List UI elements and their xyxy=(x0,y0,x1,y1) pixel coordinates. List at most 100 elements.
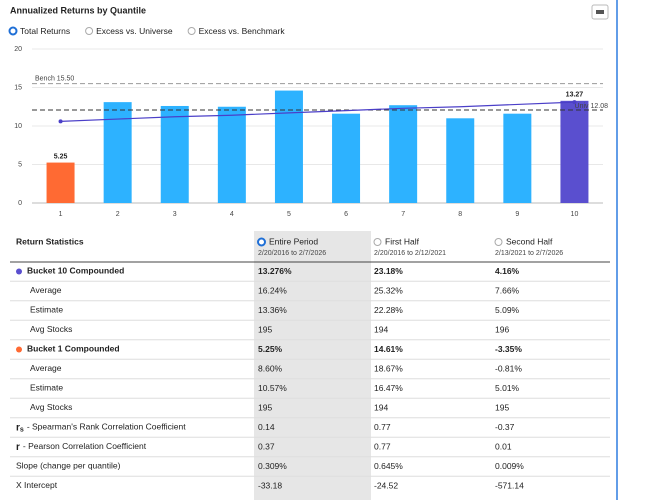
cell: -3.35% xyxy=(495,344,522,354)
column-label: First Half xyxy=(385,236,420,246)
bucket-dot xyxy=(16,346,22,353)
trend-line xyxy=(60,101,575,122)
symbol: r xyxy=(16,422,20,433)
label: - Pearson Correlation Coefficient xyxy=(23,441,147,451)
table-title: Return Statistics xyxy=(16,236,84,246)
column-label: Entire Period xyxy=(269,236,318,246)
cell: -0.37 xyxy=(495,422,515,432)
label: Avg Stocks xyxy=(30,324,72,334)
reference-label: Bench 15.50 xyxy=(35,75,74,82)
reference-label: Univ 12.08 xyxy=(575,103,609,110)
label: X Intercept xyxy=(16,480,58,490)
radio[interactable] xyxy=(373,238,382,246)
bar xyxy=(46,162,75,203)
cell: -33.18 xyxy=(258,480,282,490)
row-label: X Intercept xyxy=(16,480,58,490)
cell: 195 xyxy=(258,324,272,334)
bar xyxy=(503,113,532,203)
label: Average xyxy=(30,363,62,373)
selected-column-bg xyxy=(254,231,371,500)
x-tick-label: 7 xyxy=(401,211,405,218)
label: Average xyxy=(30,285,62,295)
bar xyxy=(103,102,132,203)
cell: -0.81% xyxy=(495,363,522,373)
cell: 5.25% xyxy=(258,344,283,354)
radio[interactable] xyxy=(257,237,266,247)
radio[interactable] xyxy=(187,27,196,35)
label: Estimate xyxy=(30,383,63,393)
cell: 23.18% xyxy=(374,266,403,276)
row-label: Estimate xyxy=(30,305,63,315)
bar xyxy=(274,90,303,203)
cell: 194 xyxy=(374,402,388,412)
column-label: Second Half xyxy=(506,236,553,246)
x-tick-label: 2 xyxy=(116,211,120,218)
cell: 8.60% xyxy=(258,363,283,373)
bar xyxy=(389,105,418,203)
cell: 0.14 xyxy=(258,422,275,432)
data-label: 13.27 xyxy=(566,92,584,99)
cell: 14.61% xyxy=(374,344,403,354)
cell: 0.01 xyxy=(495,441,512,451)
x-tick-label: 10 xyxy=(571,211,579,218)
cell: 7.66% xyxy=(495,285,520,295)
label: Slope (change per quantile) xyxy=(16,461,121,471)
row-label: Avg Stocks xyxy=(30,324,72,334)
label: Bucket 1 Compounded xyxy=(27,344,120,354)
cell: 25.32% xyxy=(374,285,403,295)
cell: 10.57% xyxy=(258,383,287,393)
x-tick-label: 9 xyxy=(515,211,519,218)
cell: 5.09% xyxy=(495,305,520,315)
cell: 195 xyxy=(495,402,509,412)
cell: 196 xyxy=(495,324,509,334)
cell: 194 xyxy=(374,324,388,334)
radio[interactable] xyxy=(494,238,503,246)
data-label: 5.25 xyxy=(54,153,68,160)
y-tick-label: 5 xyxy=(18,161,22,168)
radio-label: Total Returns xyxy=(20,26,70,36)
subscript: s xyxy=(20,426,24,433)
bar xyxy=(332,113,361,203)
row-label: Avg Stocks xyxy=(30,402,72,412)
cell: -571.14 xyxy=(495,480,524,490)
cell: 13.36% xyxy=(258,305,287,315)
cell: 0.77 xyxy=(374,422,391,432)
x-tick-label: 4 xyxy=(230,211,234,218)
x-tick-label: 3 xyxy=(173,211,177,218)
cell: 0.009% xyxy=(495,461,524,471)
chart-title: Annualized Returns by Quantile xyxy=(10,5,146,15)
bar xyxy=(560,100,589,203)
cell: 0.645% xyxy=(374,461,403,471)
menu-icon xyxy=(596,10,604,14)
radio-label: Excess vs. Universe xyxy=(96,26,173,36)
bucket-dot xyxy=(16,268,22,275)
y-tick-label: 0 xyxy=(18,200,22,207)
cell: 13.276% xyxy=(258,266,292,276)
y-tick-label: 20 xyxy=(14,46,22,53)
x-tick-label: 8 xyxy=(458,211,462,218)
row-label: Bucket 10 Compounded xyxy=(27,266,124,276)
radio[interactable] xyxy=(85,27,94,35)
cell: 0.37 xyxy=(258,441,275,451)
radio[interactable] xyxy=(8,26,18,36)
symbol: r xyxy=(16,442,20,453)
cell: 16.24% xyxy=(258,285,287,295)
cell: 22.28% xyxy=(374,305,403,315)
cell: 4.16% xyxy=(495,266,520,276)
radio-label: Excess vs. Benchmark xyxy=(199,26,286,36)
column-range: 2/20/2016 to 2/7/2026 xyxy=(258,250,326,257)
bar xyxy=(446,118,475,203)
cell: 16.47% xyxy=(374,383,403,393)
row-label: rs - Spearman's Rank Correlation Coeffici… xyxy=(16,422,186,434)
row-label: Average xyxy=(30,285,62,295)
y-tick-label: 15 xyxy=(14,84,22,91)
trend-point xyxy=(58,119,63,124)
cell: 5.01% xyxy=(495,383,520,393)
column-range: 2/20/2016 to 2/12/2021 xyxy=(374,250,446,257)
label: Avg Stocks xyxy=(30,402,72,412)
column-range: 2/13/2021 to 2/7/2026 xyxy=(495,250,563,257)
x-tick-label: 5 xyxy=(287,211,291,218)
label: Estimate xyxy=(30,305,63,315)
